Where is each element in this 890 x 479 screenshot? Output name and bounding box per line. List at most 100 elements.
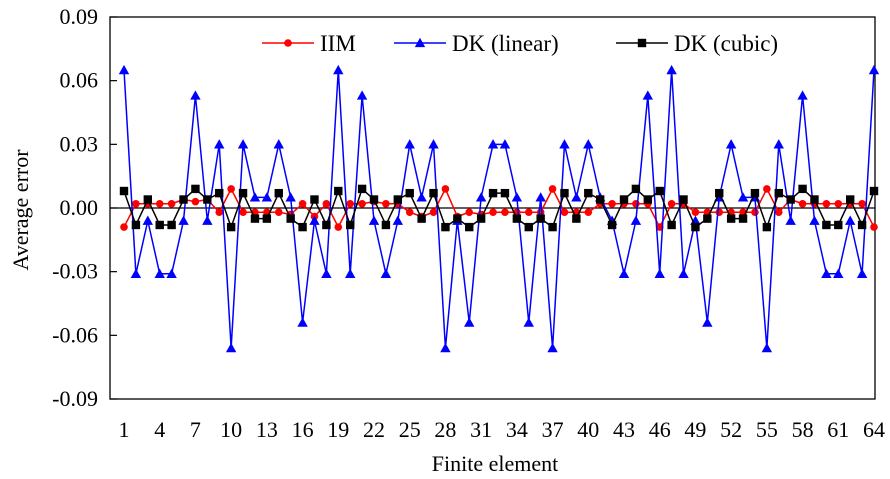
- dk-linear-point: [511, 192, 523, 202]
- x-tick-label: 37: [542, 417, 564, 442]
- y-tick-label: 0.09: [60, 4, 99, 29]
- dk-linear-point: [666, 64, 677, 75]
- y-tick-label: -0.09: [52, 386, 98, 411]
- dk-cubic-point: [167, 220, 176, 230]
- x-tick-label: 64: [863, 417, 885, 442]
- dk-linear-point: [475, 192, 487, 202]
- dk-cubic-point: [750, 188, 760, 198]
- series-dk-linear: [118, 64, 880, 353]
- iim-point: [858, 199, 866, 208]
- dk-linear-point: [380, 268, 392, 278]
- dk-linear-point: [333, 64, 344, 75]
- dk-cubic-point: [572, 214, 581, 223]
- x-tick-label: 34: [506, 417, 528, 442]
- x-tick-label: 55: [756, 417, 778, 442]
- iim-point: [322, 199, 331, 208]
- dk-cubic-point: [798, 184, 807, 194]
- dk-cubic-point: [691, 222, 700, 232]
- iim-point: [560, 208, 569, 217]
- dk-cubic-point: [822, 220, 831, 230]
- dk-cubic-point: [250, 214, 260, 223]
- dk-cubic-point: [524, 222, 533, 232]
- dk-cubic-point: [500, 188, 510, 198]
- iim-point: [834, 199, 843, 208]
- legend-entry-dk-cubic: DK (cubic): [616, 31, 778, 56]
- dk-cubic-point: [488, 188, 498, 198]
- iim-point: [298, 199, 307, 208]
- legend-entry-iim: IIM: [262, 31, 356, 56]
- dk-linear-point: [237, 139, 249, 149]
- legend-label-dk-linear: DK (linear): [452, 31, 559, 56]
- iim-point: [215, 208, 224, 217]
- dk-cubic-point: [286, 214, 295, 223]
- dk-linear-point: [297, 317, 308, 327]
- dk-linear-point: [844, 215, 856, 225]
- legend-marker-iim: [284, 39, 292, 47]
- dk-cubic-point: [334, 186, 343, 196]
- dk-cubic-point: [738, 214, 748, 223]
- dk-cubic-point: [869, 186, 879, 196]
- iim-point: [548, 185, 557, 193]
- legend-layer: IIM DK (linear) DK (cubic): [262, 31, 778, 56]
- dk-linear-point: [273, 139, 284, 149]
- legend-label-dk-cubic: DK (cubic): [674, 31, 778, 56]
- x-tick-label: 46: [649, 417, 671, 442]
- dk-linear-point: [678, 268, 689, 278]
- dk-cubic-point: [655, 186, 664, 196]
- iim-point: [489, 208, 497, 217]
- dk-cubic-point: [262, 214, 272, 223]
- dk-linear-point: [630, 215, 642, 225]
- dk-cubic-point: [845, 195, 855, 204]
- dk-cubic-point: [357, 184, 367, 194]
- legend-marker-dk-cubic: [637, 38, 647, 48]
- dk-linear-point: [344, 268, 356, 278]
- iim-point: [429, 208, 438, 217]
- y-tick-label: 0.00: [60, 195, 99, 220]
- dk-linear-point: [130, 268, 142, 278]
- iim-point: [501, 208, 509, 217]
- dk-cubic-point: [584, 188, 593, 198]
- dk-cubic-point: [619, 195, 629, 204]
- dk-linear-point: [321, 268, 332, 278]
- dk-linear-point: [523, 317, 534, 327]
- y-tick-label: 0.03: [60, 131, 99, 156]
- iim-point: [870, 223, 878, 231]
- iim-point: [632, 199, 640, 208]
- x-tick-label: 16: [292, 417, 314, 442]
- iim-point: [346, 199, 354, 208]
- dk-linear-point: [261, 192, 273, 202]
- iim-point: [524, 208, 533, 217]
- iim-point: [334, 223, 343, 231]
- dk-cubic-point: [179, 195, 188, 204]
- dk-linear-point: [154, 268, 165, 278]
- x-tick-label: 22: [363, 417, 385, 442]
- dk-cubic-point: [274, 188, 283, 198]
- x-tick-label: 25: [399, 417, 421, 442]
- x-tick-label: 61: [827, 417, 849, 442]
- dk-cubic-point: [536, 214, 545, 223]
- x-tick-label: 43: [613, 417, 635, 442]
- dk-cubic-point: [703, 214, 712, 223]
- dk-linear-point: [535, 192, 546, 202]
- iim-point: [358, 199, 366, 208]
- y-axis-title: Average error: [8, 149, 33, 271]
- dk-linear-point: [737, 192, 749, 202]
- dk-cubic-point: [726, 214, 736, 223]
- x-tick-label: 52: [720, 417, 742, 442]
- legend-entry-dk-linear: DK (linear): [394, 31, 559, 56]
- dk-cubic-point: [643, 195, 653, 204]
- dk-cubic-point: [429, 188, 438, 198]
- x-tick-label: 19: [327, 417, 349, 442]
- dk-cubic-point: [465, 222, 474, 232]
- iim-point: [751, 208, 759, 217]
- dk-linear-point: [583, 139, 594, 149]
- dk-cubic-point: [310, 195, 319, 204]
- iim-point: [822, 199, 831, 208]
- dk-cubic-point: [393, 195, 403, 204]
- series-layer: [118, 64, 880, 353]
- dk-linear-point: [571, 192, 582, 202]
- dk-linear-point: [166, 268, 177, 278]
- dk-linear-point: [654, 268, 665, 278]
- x-tick-label: 1: [119, 417, 130, 442]
- dk-linear-point: [178, 215, 189, 225]
